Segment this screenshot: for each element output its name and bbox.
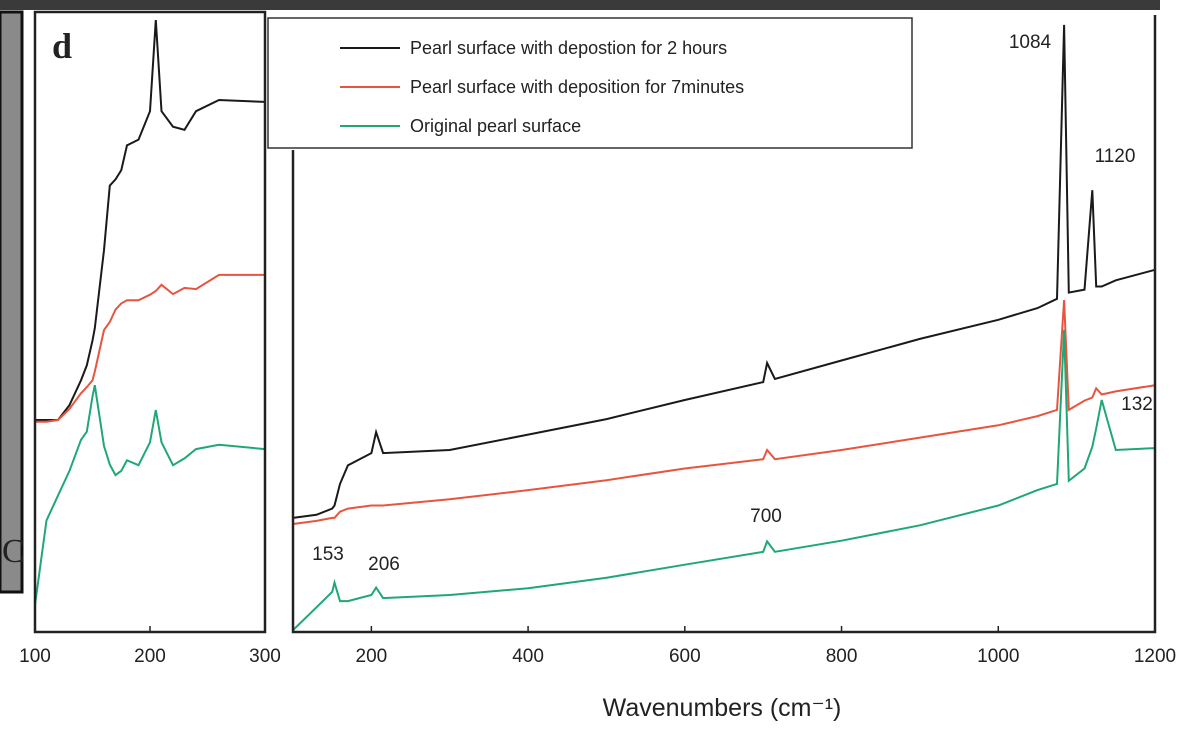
plot-frame bbox=[33, 10, 267, 634]
peak-label: 1120 bbox=[1095, 146, 1136, 167]
spectrum-line bbox=[35, 273, 265, 423]
spectrum-line bbox=[35, 20, 266, 421]
top-strip bbox=[0, 0, 1160, 10]
legend-label: Pearl surface with depostion for 2 hours bbox=[410, 38, 727, 58]
spectrum-line bbox=[292, 24, 1156, 519]
x-tick-label: 100 bbox=[19, 646, 51, 667]
legend-label: Pearl surface with deposition for 7minut… bbox=[410, 77, 744, 97]
peak-label: 1084 bbox=[1009, 32, 1052, 53]
x-axis-label: Wavenumbers (cm⁻¹) bbox=[603, 694, 842, 722]
x-tick-label: 1000 bbox=[977, 646, 1019, 667]
x-tick-label: 300 bbox=[249, 646, 281, 667]
peak-label: 132 bbox=[1121, 394, 1153, 415]
legend-label: Original pearl surface bbox=[410, 116, 581, 136]
side-image bbox=[0, 10, 24, 594]
peak-label: 153 bbox=[312, 544, 344, 565]
x-tick-label: 800 bbox=[826, 646, 858, 667]
x-tick-label: 200 bbox=[356, 646, 388, 667]
x-tick-label: 600 bbox=[669, 646, 701, 667]
side-panel-label: C bbox=[2, 533, 25, 570]
panel-label: d bbox=[52, 26, 72, 66]
x-tick-label: 200 bbox=[134, 646, 166, 667]
x-tick-label: 400 bbox=[512, 646, 544, 667]
axes bbox=[291, 15, 1157, 634]
spectrum-line bbox=[34, 384, 266, 605]
spectrum-line bbox=[292, 329, 1156, 631]
peak-label: 206 bbox=[368, 554, 400, 575]
x-tick-label: 1200 bbox=[1134, 646, 1176, 667]
peak-label: 700 bbox=[750, 506, 782, 527]
spectrum-line bbox=[292, 300, 1156, 525]
